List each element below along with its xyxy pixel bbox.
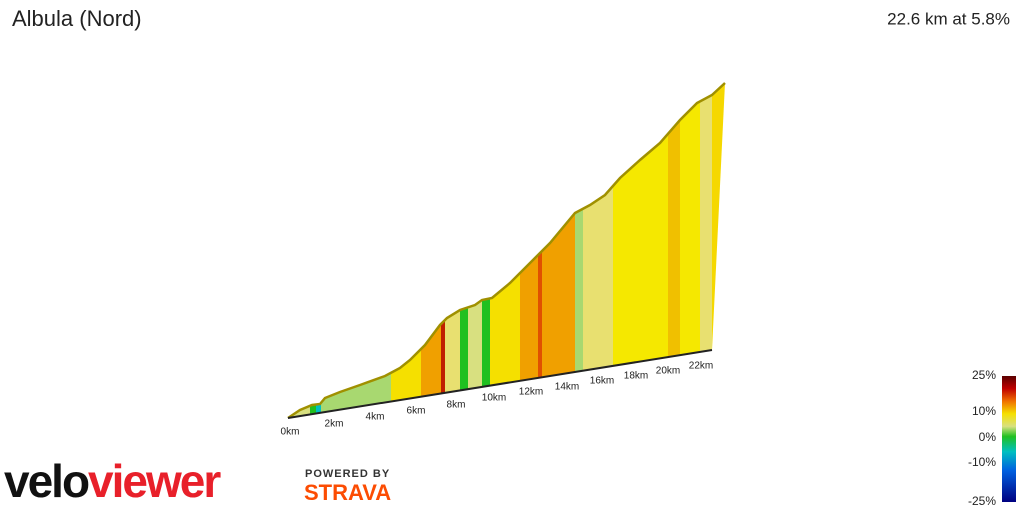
summary: 22.6 km at 5.8%: [887, 9, 1010, 28]
distance-label: 6km: [407, 406, 426, 417]
title: Albula (Nord): [12, 6, 142, 31]
gradient-label: 0%: [979, 430, 997, 444]
gradient-label: -10%: [968, 455, 996, 469]
distance-label: 22km: [689, 361, 713, 372]
distance-label: 4km: [366, 412, 385, 423]
logo: veloviewer: [4, 455, 221, 507]
logo-viewer: viewer: [88, 455, 221, 507]
distance-label: 14km: [555, 382, 579, 393]
strava: STRAVA: [304, 480, 391, 505]
distance-axis: [287, 349, 713, 419]
gradient-label: 10%: [972, 404, 996, 418]
distance-label: 2km: [325, 419, 344, 430]
distance-label: 12km: [519, 387, 543, 398]
distance-labels: 0km 2km 4km 6km 8km 10km 12km 14km 16km …: [281, 361, 714, 438]
profile-outline: [287, 82, 726, 420]
profile-side: [712, 83, 725, 350]
gradient-labels: 25% 10% 0% -10% -25%: [968, 368, 996, 508]
distance-label: 8km: [447, 400, 466, 411]
distance-label: 10km: [482, 393, 506, 404]
gradient-label: 25%: [972, 368, 996, 382]
distance-label: 0km: [281, 427, 300, 438]
powered-by: POWERED BY: [305, 468, 390, 480]
profile: [288, 95, 712, 418]
distance-label: 20km: [656, 366, 680, 377]
distance-label: 16km: [590, 376, 614, 387]
logo-velo: velo: [4, 455, 89, 507]
distance-label: 18km: [624, 371, 648, 382]
gradient-label: -25%: [968, 494, 996, 508]
gradient-scale: [1002, 376, 1016, 502]
